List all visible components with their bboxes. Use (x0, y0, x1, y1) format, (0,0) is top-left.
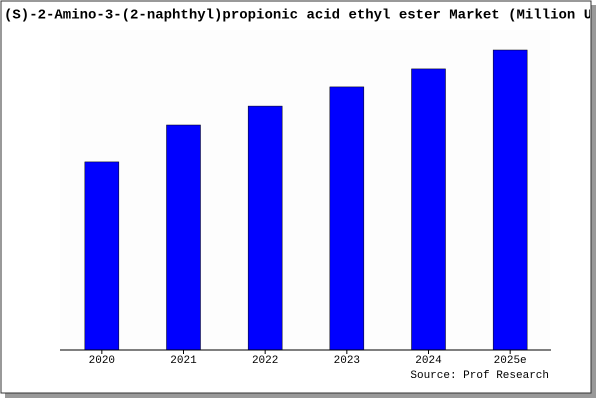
x-tick-label: 2023 (334, 355, 360, 367)
bar (411, 68, 446, 351)
bar (329, 86, 365, 351)
bar (166, 124, 201, 351)
x-tick-label: 2020 (89, 355, 115, 367)
chart-title: (S)-2-Amino-3-(2-naphthyl)propionic acid… (4, 8, 600, 24)
plot-area (60, 30, 550, 350)
source-note: Source: Prof Research (410, 370, 549, 382)
x-tick-label: 2022 (252, 355, 278, 367)
x-tick-label: 2025e (494, 355, 527, 367)
bar (84, 161, 120, 351)
x-tick-label: 2021 (170, 355, 197, 367)
bar (247, 105, 283, 351)
x-tick-label: 2024 (415, 355, 442, 367)
bar (492, 49, 528, 351)
